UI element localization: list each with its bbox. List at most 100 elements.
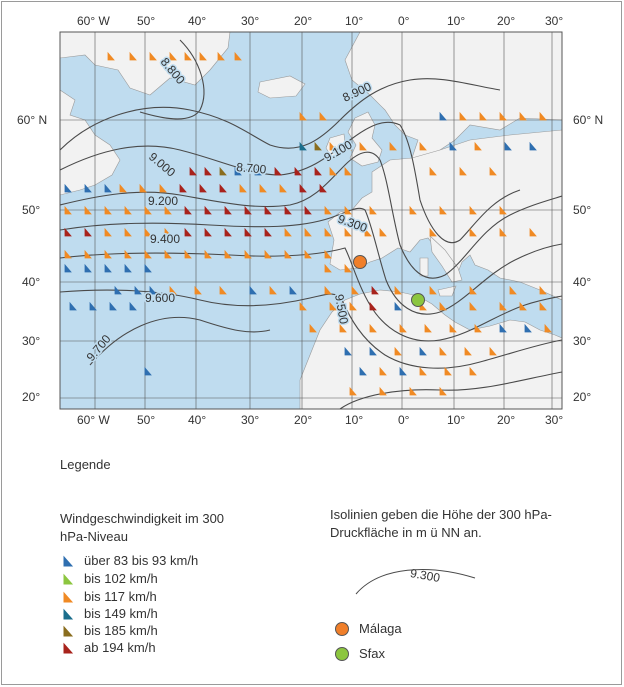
wind-barb <box>394 301 402 311</box>
wind-barb <box>489 346 497 356</box>
wind-legend-heading: Windgeschwindigkeit im 300 hPa-Niveau <box>60 511 225 544</box>
wind-barb <box>164 227 172 237</box>
isoline-note: Isolinien geben die Höhe der 300 hPa-Dru… <box>330 507 552 540</box>
wind-barb <box>219 183 227 193</box>
wind-barb <box>234 166 242 176</box>
wind-barb <box>299 301 307 311</box>
isoline <box>139 39 205 120</box>
legend-item: ab 194 km/h <box>60 639 156 656</box>
wind-barb <box>509 285 517 295</box>
wind-barb <box>299 141 307 151</box>
wind-barb <box>109 301 117 311</box>
wind-barb <box>274 166 282 176</box>
legend-item: bis 149 km/h <box>60 605 158 622</box>
isoline <box>60 289 562 369</box>
wind-barb <box>349 386 357 396</box>
wind-barb <box>499 111 507 121</box>
wind-barb <box>304 227 312 237</box>
location-label: Sfax <box>359 646 386 661</box>
wind-barb <box>449 323 457 333</box>
wind-barb <box>264 249 272 259</box>
wind-barbs <box>64 51 552 396</box>
wind-barb <box>449 141 457 151</box>
legend-item-label: bis 149 km/h <box>84 606 158 621</box>
wind-barb <box>499 227 507 237</box>
wind-barb <box>339 323 347 333</box>
wind-barb <box>369 346 377 356</box>
wind-barb <box>329 301 337 311</box>
wind-barb <box>409 386 417 396</box>
wind-barb <box>304 249 312 259</box>
wind-barb <box>224 205 232 215</box>
wind-barb <box>539 285 547 295</box>
wind-barb <box>379 366 387 376</box>
wind-barb <box>349 301 357 311</box>
lat-label-left: 60° N <box>17 113 48 127</box>
location-label: Málaga <box>359 621 402 636</box>
wind-barb <box>379 386 387 396</box>
wind-barb <box>344 346 352 356</box>
wind-barb <box>324 205 332 215</box>
wind-barb <box>184 205 192 215</box>
wind-barb <box>279 183 287 193</box>
lat-label-left: 30° <box>22 334 41 348</box>
wind-barb <box>169 51 177 61</box>
wind-barb <box>324 263 332 273</box>
location-sfax-marker[interactable] <box>411 293 425 307</box>
wind-barb <box>304 205 312 215</box>
legend-item-label: bis 117 km/h <box>84 589 157 604</box>
lon-label-top: 60° W <box>77 14 110 28</box>
wind-barb <box>204 227 212 237</box>
wind-barb <box>244 249 252 259</box>
wind-barb <box>294 166 302 176</box>
legend-item: bis 185 km/h <box>60 622 158 639</box>
legend-location-sfax: Sfax <box>335 646 385 661</box>
wind-barb <box>289 285 297 295</box>
wind-barb <box>84 183 92 193</box>
lon-label-bottom: 20° <box>497 413 516 427</box>
wind-barb <box>459 166 467 176</box>
wind-barb <box>164 205 172 215</box>
legend-item-label: über 83 bis 93 km/h <box>84 553 199 568</box>
lat-label-right: 20° <box>573 390 592 404</box>
wind-barb <box>149 51 157 61</box>
lat-label-left: 50° <box>22 203 41 217</box>
lon-label-top: 10° <box>345 14 364 28</box>
wind-barb <box>474 141 482 151</box>
wind-barb <box>489 166 497 176</box>
wind-barb <box>499 301 507 311</box>
wind-barb-icon <box>63 555 74 566</box>
wind-barb <box>539 111 547 121</box>
wind-barb <box>469 285 477 295</box>
isoline-example: 9.300 <box>355 566 476 595</box>
isoline <box>60 151 562 279</box>
wind-barb <box>184 51 192 61</box>
wind-barb <box>469 301 477 311</box>
wind-barb <box>369 323 377 333</box>
wind-barb <box>259 183 267 193</box>
wind-barb <box>314 141 322 151</box>
wind-barb <box>344 166 352 176</box>
location-malaga-marker[interactable] <box>353 255 367 269</box>
wind-barb <box>64 205 72 215</box>
wind-barb <box>119 183 127 193</box>
legend-item: bis 117 km/h <box>60 588 157 605</box>
wind-barb <box>459 111 467 121</box>
wind-barb <box>394 346 402 356</box>
legend-location-malaga: Málaga <box>335 621 402 636</box>
wind-barb <box>84 263 92 273</box>
wind-barb <box>217 51 225 61</box>
wind-barb <box>344 227 352 237</box>
wind-barb <box>329 166 337 176</box>
lon-label-bottom: 30° <box>545 413 564 427</box>
isoline-label: 9.200 <box>148 194 178 208</box>
isoline <box>89 316 271 366</box>
lon-label-top: 20° <box>497 14 516 28</box>
wind-barb <box>324 227 332 237</box>
lon-label-top: 30° <box>241 14 260 28</box>
lon-label-top: 10° <box>447 14 466 28</box>
wind-barb <box>224 227 232 237</box>
wind-barb <box>519 301 527 311</box>
wind-barb <box>149 285 157 295</box>
